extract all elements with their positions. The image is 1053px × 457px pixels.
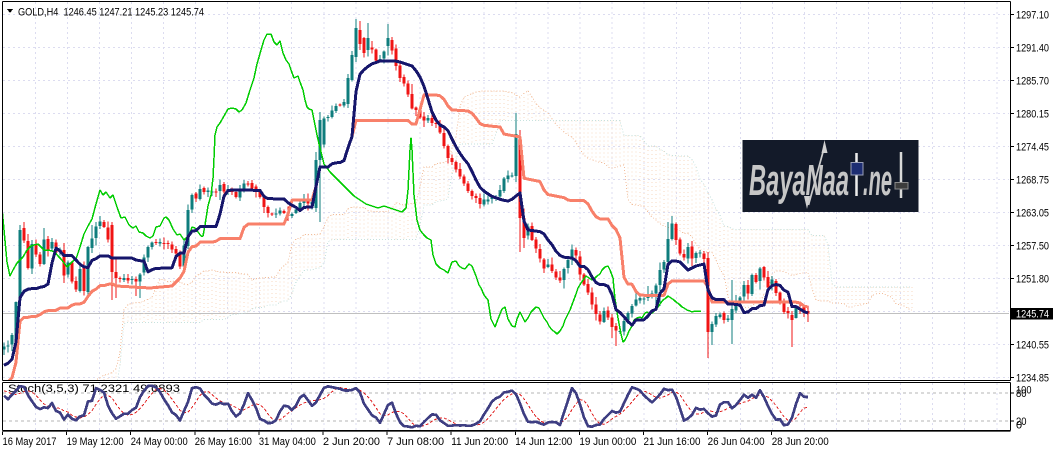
svg-text:.ne: .ne bbox=[863, 156, 892, 205]
svg-text:1245.74: 1245.74 bbox=[1016, 309, 1049, 321]
svg-text:11 Jun 20:00: 11 Jun 20:00 bbox=[451, 436, 508, 448]
svg-text:26 Jun 04:00: 26 Jun 04:00 bbox=[708, 436, 765, 448]
svg-text:GOLD,H4 1246.45 1247.21 1245.: GOLD,H4 1246.45 1247.21 1245.23 1245.74 bbox=[18, 7, 204, 19]
svg-text:19 Jun 00:00: 19 Jun 00:00 bbox=[579, 436, 636, 448]
svg-text:21 Jun 16:00: 21 Jun 16:00 bbox=[644, 436, 701, 448]
svg-text:1251.80: 1251.80 bbox=[1016, 273, 1049, 285]
svg-text:1234.85: 1234.85 bbox=[1016, 372, 1049, 384]
svg-text:100: 100 bbox=[1016, 384, 1032, 396]
svg-text:1268.75: 1268.75 bbox=[1016, 174, 1049, 186]
svg-text:14 Jun 12:00: 14 Jun 12:00 bbox=[515, 436, 572, 448]
svg-text:24 May 00:00: 24 May 00:00 bbox=[131, 436, 188, 448]
svg-text:BayaNaa: BayaNaa bbox=[749, 156, 849, 205]
svg-text:80: 80 bbox=[1016, 388, 1027, 400]
svg-text:1274.45: 1274.45 bbox=[1016, 141, 1049, 153]
svg-text:1263.05: 1263.05 bbox=[1016, 207, 1049, 219]
svg-text:1240.55: 1240.55 bbox=[1016, 339, 1049, 351]
svg-text:Stoch(3,5,3) 71.2321 49.0893: Stoch(3,5,3) 71.2321 49.0893 bbox=[8, 383, 180, 395]
svg-text:19 May 12:00: 19 May 12:00 bbox=[67, 436, 124, 448]
svg-text:1297.10: 1297.10 bbox=[1016, 9, 1049, 21]
svg-text:1280.15: 1280.15 bbox=[1016, 108, 1049, 120]
svg-text:26 May 16:00: 26 May 16:00 bbox=[195, 436, 252, 448]
svg-text:31 May 04:00: 31 May 04:00 bbox=[259, 436, 316, 448]
svg-text:28 Jun 20:00: 28 Jun 20:00 bbox=[772, 436, 829, 448]
svg-text:7 Jun 08:00: 7 Jun 08:00 bbox=[387, 436, 444, 448]
svg-text:16 May 2017: 16 May 2017 bbox=[3, 436, 57, 448]
svg-text:1291.40: 1291.40 bbox=[1016, 42, 1049, 54]
svg-text:1285.70: 1285.70 bbox=[1016, 75, 1049, 87]
svg-text:0: 0 bbox=[1016, 419, 1022, 431]
svg-text:1257.50: 1257.50 bbox=[1016, 240, 1049, 252]
svg-text:20: 20 bbox=[1016, 416, 1027, 428]
svg-text:2 Jun 20:00: 2 Jun 20:00 bbox=[323, 436, 380, 448]
